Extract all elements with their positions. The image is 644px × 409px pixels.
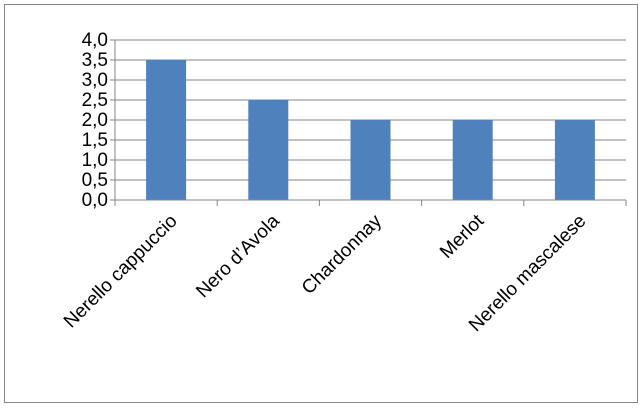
y-tick-label: 1,0 — [82, 150, 108, 171]
y-tick-label: 3,5 — [82, 50, 108, 71]
y-tick-labels: 0,00,51,01,52,02,53,03,54,0 — [82, 30, 108, 211]
bar — [350, 120, 391, 200]
x-category-label: Nerello cappuccio — [60, 211, 182, 333]
y-tick-label: 2,5 — [82, 90, 108, 111]
y-tick-label: 0,0 — [82, 190, 108, 211]
y-tick-label: 0,5 — [82, 170, 108, 191]
axes — [110, 39, 627, 206]
bar — [452, 120, 493, 200]
x-category-label: Chardonnay — [298, 210, 386, 298]
gridlines — [115, 39, 626, 181]
y-tick-label: 3,0 — [82, 70, 108, 91]
chart-frame — [4, 4, 638, 403]
bar — [146, 60, 187, 200]
y-tick-label: 2,0 — [82, 110, 108, 131]
x-category-labels: Nerello cappuccio Nero d’Avola Chardonnay M… — [60, 210, 590, 336]
bar — [248, 100, 289, 200]
bars — [146, 60, 595, 200]
y-tick-label: 1,5 — [82, 130, 108, 151]
x-category-label: Nero d’Avola — [192, 210, 284, 302]
x-category-label: Merlot — [436, 210, 489, 263]
bar — [554, 120, 595, 200]
y-tick-label: 4,0 — [82, 30, 108, 51]
